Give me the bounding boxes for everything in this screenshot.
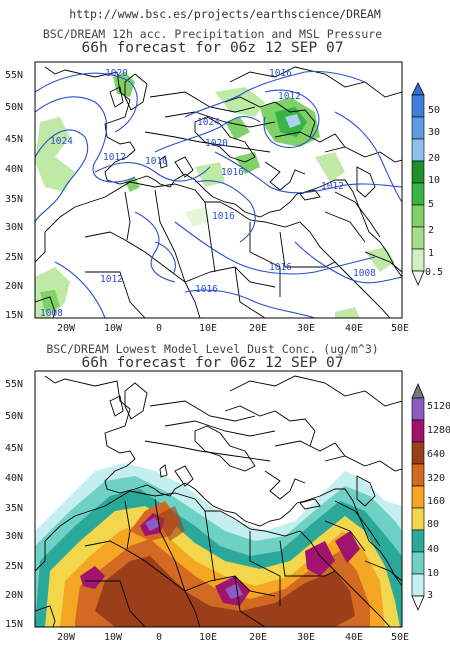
colorbar-label: 30: [428, 127, 440, 138]
lat-label: 55N: [5, 70, 23, 81]
precip-colorbar: 50 30 20 10 5 2 1 0.5: [411, 82, 443, 287]
lat-label: 30N: [5, 222, 23, 233]
dust-lon-labels: 20W 10W 0 10E 20E 30E 40E 50E: [57, 632, 409, 643]
colorbar-label: 0.5: [425, 267, 443, 278]
isobar-label: 1016: [221, 167, 244, 178]
lon-label: 40E: [345, 632, 363, 643]
lat-label: 40N: [5, 473, 23, 484]
colorbar-label: 10: [428, 175, 440, 186]
colorbar-label: 640: [427, 449, 445, 460]
lon-label: 20W: [57, 632, 76, 643]
lat-label: 45N: [5, 443, 23, 454]
lat-label: 15N: [5, 619, 23, 630]
isobar-label: 1012: [100, 274, 123, 285]
precip-forecast-time: 66h forecast for 06z 12 SEP 07: [81, 40, 344, 56]
colorbar-label: 320: [427, 473, 445, 484]
isobar-contours: [35, 70, 402, 318]
lon-label: 0: [156, 632, 162, 643]
lat-label: 40N: [5, 164, 23, 175]
isobar-label: 1008: [40, 308, 63, 319]
lon-label: 30E: [297, 323, 315, 334]
precip-lat-labels: 55N 50N 45N 40N 35N 30N 25N 20N 15N: [5, 70, 23, 321]
isobar-label: 1016: [145, 156, 168, 167]
isobar-label: 1016: [195, 284, 218, 295]
colorbar-label: 20: [428, 153, 440, 164]
lon-label: 10E: [199, 632, 217, 643]
lat-label: 25N: [5, 561, 23, 572]
isobar-label: 1012: [103, 152, 126, 163]
lon-label: 50E: [391, 323, 409, 334]
colorbar-label: 160: [427, 496, 445, 507]
lat-label: 15N: [5, 310, 23, 321]
isobar-labels: 1020 1016 1012 1024 1016 1012 1016 1024 …: [40, 68, 376, 319]
lon-label: 40E: [345, 323, 363, 334]
colorbar-label: 80: [427, 519, 439, 530]
lon-label: 30E: [297, 632, 315, 643]
dust-forecast-time: 66h forecast for 06z 12 SEP 07: [81, 355, 344, 371]
lat-label: 30N: [5, 531, 23, 542]
lat-label: 35N: [5, 503, 23, 514]
lon-label: 20E: [249, 323, 267, 334]
dust-map: 55N 50N 45N 40N 35N 30N 25N 20N 15N 20W …: [5, 370, 450, 643]
colorbar-label: 1280: [427, 425, 450, 436]
source-url: http://www.bsc.es/projects/earthscience/…: [69, 7, 381, 21]
colorbar-label: 5: [428, 199, 434, 210]
lat-label: 50N: [5, 102, 23, 113]
isobar-label: 1024: [197, 117, 220, 128]
lon-label: 20W: [57, 323, 76, 334]
lat-label: 20N: [5, 590, 23, 601]
lon-label: 50E: [391, 632, 409, 643]
colorbar-label: 2: [428, 225, 434, 236]
precipitation-map: 1020 1016 1012 1024 1016 1012 1016 1024 …: [5, 61, 443, 334]
dust-lat-labels: 55N 50N 45N 40N 35N 30N 25N 20N 15N: [5, 379, 23, 630]
isobar-label: 1008: [353, 268, 376, 279]
colorbar-label: 3: [427, 590, 433, 601]
isobar-label: 1020: [205, 138, 228, 149]
lat-label: 55N: [5, 379, 23, 390]
lat-label: 20N: [5, 281, 23, 292]
colorbar-label: 1: [428, 248, 434, 259]
lon-label: 0: [156, 323, 162, 334]
dust-colorbar: 5120 1280 640 320 160 80 40 10 3: [411, 382, 450, 612]
precip-lon-labels: 20W 10W 0 10E 20E 30E 40E 50E: [57, 323, 409, 334]
isobar-label: 1016: [212, 211, 235, 222]
colorbar-label: 10: [427, 568, 439, 579]
isobar-label: 1020: [105, 68, 128, 79]
colorbar-label: 50: [428, 105, 440, 116]
lat-label: 25N: [5, 252, 23, 263]
dust-title: BSC/DREAM Lowest Model Level Dust Conc. …: [46, 342, 379, 356]
lat-label: 45N: [5, 134, 23, 145]
isobar-label: 1012: [278, 91, 301, 102]
precip-patches: [35, 72, 395, 318]
lon-label: 10W: [104, 632, 123, 643]
isobar-label: 1016: [269, 68, 292, 79]
colorbar-label: 5120: [427, 401, 450, 412]
lon-label: 10W: [104, 323, 123, 334]
colorbar-label: 40: [427, 544, 439, 555]
isobar-label: 1012: [321, 181, 344, 192]
precip-title: BSC/DREAM 12h acc. Precipitation and MSL…: [42, 27, 383, 41]
isobar-label: 1024: [50, 136, 73, 147]
lon-label: 20E: [249, 632, 267, 643]
lat-label: 50N: [5, 411, 23, 422]
isobar-label: 1016: [269, 262, 292, 273]
lat-label: 35N: [5, 194, 23, 205]
lon-label: 10E: [199, 323, 217, 334]
